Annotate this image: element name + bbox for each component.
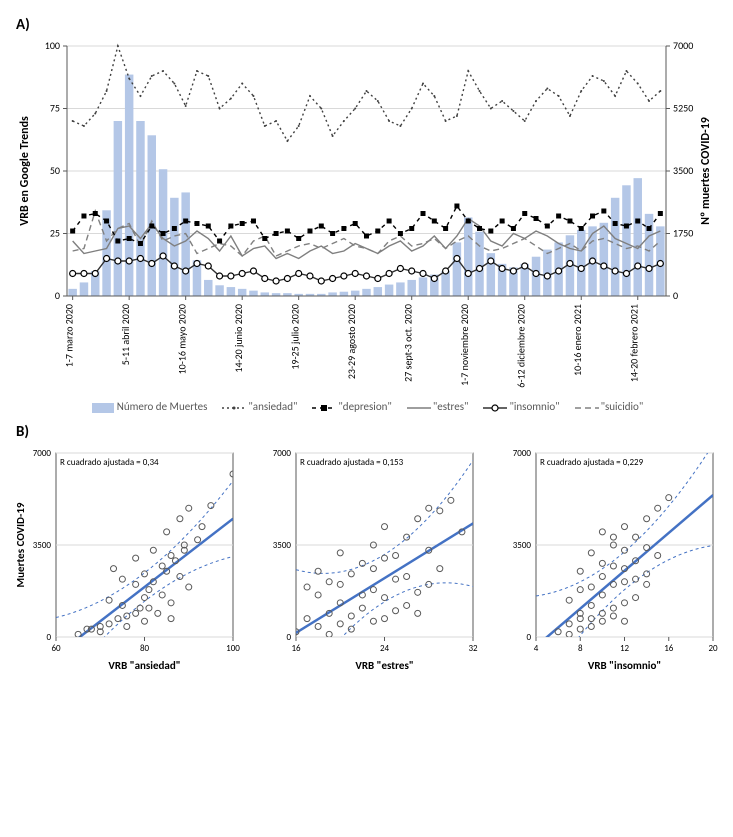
svg-text:25: 25 <box>50 227 60 240</box>
legend-item: "estres" <box>406 400 469 413</box>
svg-text:8: 8 <box>578 643 583 654</box>
bar <box>328 292 336 296</box>
svg-text:0: 0 <box>55 289 60 302</box>
svg-text:60: 60 <box>51 643 61 654</box>
bar <box>204 280 212 296</box>
svg-text:50: 50 <box>50 164 60 177</box>
svg-text:16: 16 <box>291 643 301 654</box>
svg-text:75: 75 <box>50 102 60 115</box>
svg-text:20: 20 <box>708 643 718 654</box>
bar <box>374 287 382 296</box>
svg-text:6-12 diciembre 2020: 6-12 diciembre 2020 <box>515 304 528 388</box>
svg-text:10-16 enero 2021: 10-16 enero 2021 <box>571 304 584 376</box>
svg-text:80: 80 <box>140 643 150 654</box>
series-ansiedad <box>73 46 661 141</box>
legend-item: Número de Muertes <box>90 400 208 413</box>
bar <box>407 280 415 296</box>
svg-text:VRB "ansiedad": VRB "ansiedad" <box>108 659 180 672</box>
bar <box>396 282 404 296</box>
bar <box>453 242 461 296</box>
bar <box>227 287 235 296</box>
svg-text:1-7 noviembre 2020: 1-7 noviembre 2020 <box>458 304 471 386</box>
svg-text:3500: 3500 <box>33 540 52 551</box>
svg-text:14-20 febrero 2021: 14-20 febrero 2021 <box>628 304 641 382</box>
svg-text:Nº muertes COVID-19: Nº muertes COVID-19 <box>699 117 713 225</box>
svg-text:7000: 7000 <box>513 448 532 459</box>
svg-text:1750: 1750 <box>673 227 693 240</box>
bar <box>80 282 88 296</box>
svg-text:7000: 7000 <box>33 448 52 459</box>
svg-text:0: 0 <box>673 289 678 302</box>
svg-text:VRB en Google Trends: VRB en Google Trends <box>18 116 32 226</box>
svg-text:32: 32 <box>468 643 478 654</box>
bar <box>475 232 483 296</box>
svg-text:27 sept-3 oct. 2020: 27 sept-3 oct. 2020 <box>402 304 415 382</box>
bar <box>261 292 269 296</box>
bar <box>464 217 472 296</box>
svg-text:12: 12 <box>620 643 630 654</box>
bar <box>362 289 370 296</box>
svg-text:7000: 7000 <box>673 39 693 52</box>
bar <box>114 121 122 296</box>
svg-text:100: 100 <box>45 39 60 52</box>
bar <box>351 291 359 296</box>
svg-text:4: 4 <box>534 643 539 654</box>
svg-text:100: 100 <box>226 643 240 654</box>
svg-text:3500: 3500 <box>273 540 292 551</box>
svg-text:5-11 abril 2020: 5-11 abril 2020 <box>119 304 132 365</box>
svg-text:16: 16 <box>664 643 674 654</box>
svg-text:19-25 julio 2020: 19-25 julio 2020 <box>289 304 302 370</box>
svg-text:R cuadrado ajustada = 0,34: R cuadrado ajustada = 0,34 <box>60 457 159 468</box>
svg-text:10-16 mayo 2020: 10-16 mayo 2020 <box>176 304 189 374</box>
svg-text:VRB "estres": VRB "estres" <box>355 659 413 672</box>
bar <box>600 223 608 296</box>
bar <box>385 285 393 296</box>
svg-text:5250: 5250 <box>673 102 693 115</box>
svg-text:R cuadrado ajustada = 0,153: R cuadrado ajustada = 0,153 <box>300 457 404 468</box>
bar <box>148 135 156 296</box>
svg-text:1-7 marzo 2020: 1-7 marzo 2020 <box>63 304 76 367</box>
bar <box>634 178 642 296</box>
svg-text:23-29 agosto 2020: 23-29 agosto 2020 <box>345 304 358 379</box>
svg-text:0: 0 <box>286 632 291 643</box>
svg-text:3500: 3500 <box>673 164 693 177</box>
bar <box>622 185 630 296</box>
bar <box>577 230 585 296</box>
scatter-0: 0 3500 7000 60 80 100 R cuadrado ajustada = 0,… <box>12 443 241 673</box>
legend-item: "depresion" <box>311 400 391 413</box>
panel-a-legend: Número de Muertes "ansiedad" "depresion" "e… <box>12 400 721 413</box>
svg-text:24: 24 <box>380 643 390 654</box>
bar <box>611 198 619 296</box>
bar <box>419 277 427 296</box>
legend-item: "ansiedad" <box>221 400 297 413</box>
svg-text:Muertes COVID-19: Muertes COVID-19 <box>14 502 27 587</box>
bar <box>181 192 189 296</box>
svg-text:R cuadrado ajustada = 0,229: R cuadrado ajustada = 0,229 <box>540 457 644 468</box>
svg-text:3500: 3500 <box>513 540 532 551</box>
scatter-1: 0 3500 7000 16 24 32 R cuadrado ajustada = 0,1… <box>252 443 481 673</box>
panel-a-label: A) <box>16 16 721 34</box>
bar <box>238 289 246 296</box>
bar <box>170 198 178 296</box>
panel-a-chart: 0 25 50 75 100 0 1750 3500 5250 7000 1-7 marzo 202… <box>12 36 721 396</box>
svg-text:VRB "insomnio": VRB "insomnio" <box>588 659 661 672</box>
svg-text:0: 0 <box>526 632 531 643</box>
panel-b-label: B) <box>16 423 721 441</box>
bar <box>340 292 348 296</box>
legend-item: "insomnio" <box>482 400 559 413</box>
legend-item: "suicidio" <box>574 400 644 413</box>
svg-text:0: 0 <box>46 632 51 643</box>
bar <box>136 121 144 296</box>
svg-text:7000: 7000 <box>273 448 292 459</box>
svg-text:14-20 junio 2020: 14-20 junio 2020 <box>232 304 245 373</box>
panel-b-row: 0350070006080100R cuadrado ajustada = 0,… <box>12 443 721 673</box>
bar <box>215 285 223 296</box>
scatter-2: 0 3500 7000 4 8 12 16 20 R cuadrado ajustada = 0… <box>492 443 721 673</box>
bar <box>249 291 257 296</box>
bar <box>68 289 76 296</box>
bar <box>441 271 449 296</box>
